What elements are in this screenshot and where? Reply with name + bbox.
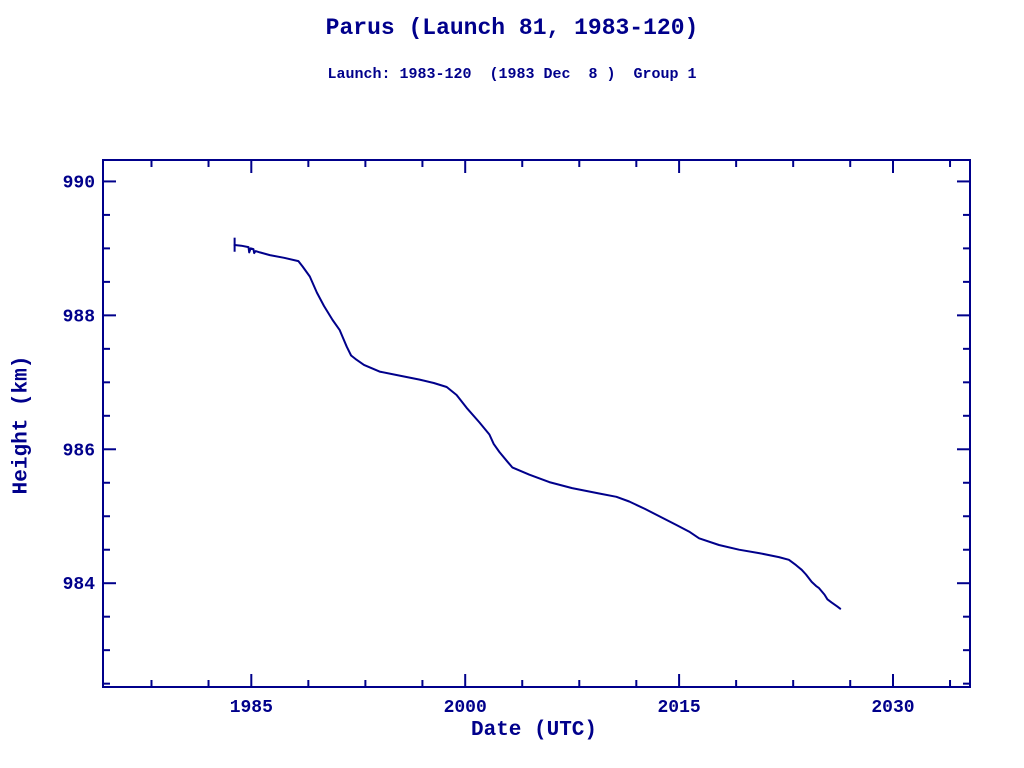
y-tick-label: 986 — [63, 441, 95, 461]
x-tick-label: 2015 — [657, 698, 700, 718]
y-tick-label: 984 — [63, 575, 96, 595]
chart-subtitle: Launch: 1983-120 (1983 Dec 8 ) Group 1 — [327, 66, 697, 83]
x-tick-label: 2030 — [871, 698, 914, 718]
plot-frame — [102, 159, 971, 688]
y-tick-label: 988 — [63, 307, 95, 327]
chart-title: Parus (Launch 81, 1983-120) — [325, 15, 699, 41]
x-tick-label: 1985 — [230, 698, 273, 718]
x-tick-label: 2000 — [444, 698, 487, 718]
x-axis-label: Date (UTC) — [470, 719, 598, 742]
height-curve — [233, 244, 842, 610]
y-tick-label: 990 — [63, 173, 95, 193]
